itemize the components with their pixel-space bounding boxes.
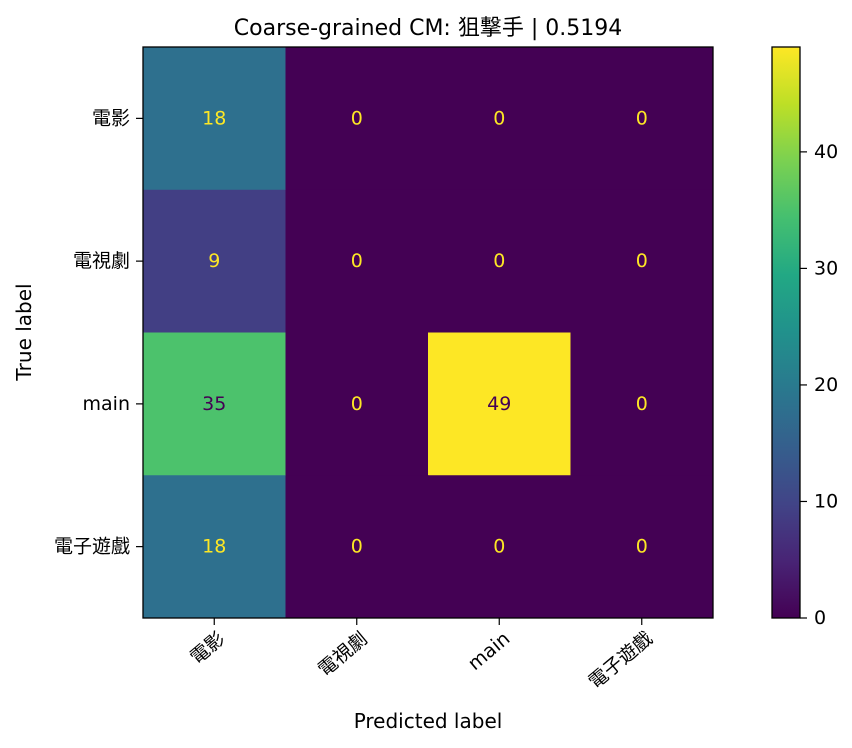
x-tick-label-0: 電影: [186, 628, 229, 669]
heatmap-cell-r1-c0: [143, 189, 286, 333]
heatmap-cell-r0-c2: [428, 47, 571, 191]
cell-value-r2-c1: 0: [351, 393, 363, 415]
cell-value-r1-c1: 0: [351, 250, 363, 272]
heatmap-cell-r3-c0: [143, 475, 286, 619]
cell-value-r3-c2: 0: [493, 536, 505, 558]
heatmap-cell-r1-c2: [428, 189, 571, 333]
x-tick-label-2: main: [464, 628, 515, 675]
heatmap-cell-r0-c3: [570, 47, 714, 191]
heatmap-cell-r0-c1: [285, 47, 429, 191]
cell-value-r0-c2: 0: [493, 107, 505, 129]
colorbar-ticks: 0 10 20 30 40: [800, 141, 838, 629]
cell-value-r2-c3: 0: [636, 393, 648, 415]
colorbar-frame: [771, 46, 801, 619]
cell-value-r0-c0: 18: [202, 107, 226, 129]
heatmap-cells: [143, 47, 714, 619]
colorbar-tick-label-2: 20: [814, 374, 838, 396]
cell-value-r0-c3: 0: [636, 107, 648, 129]
heatmap-cell-r3-c2: [428, 475, 571, 619]
heatmap-cell-r3-c1: [285, 475, 429, 619]
heatmap-cell-r2-c0: [143, 332, 286, 476]
cell-value-r3-c0: 18: [202, 536, 226, 558]
heatmap-cell-r2-c1: [285, 332, 429, 476]
colorbar-tick-label-1: 10: [814, 490, 838, 512]
cell-value-r1-c2: 0: [493, 250, 505, 272]
y-axis-label: True label: [12, 283, 36, 381]
heatmap-cell-labels: 18 0 0 0 9 0 0 0 35 0 49 0 18 0 0 0: [202, 107, 648, 557]
heatmap-cell-r2-c2: [428, 332, 571, 476]
colorbar-tick-label-0: 0: [814, 607, 826, 629]
plot-frame: [142, 46, 714, 619]
cell-value-r3-c1: 0: [351, 536, 363, 558]
x-axis-label: Predicted label: [354, 709, 503, 733]
y-tick-label-1: 電視劇: [73, 250, 130, 272]
y-tick-label-3: 電子遊戲: [54, 536, 130, 558]
cell-value-r2-c2: 49: [487, 393, 511, 415]
heatmap-cell-r1-c3: [570, 189, 714, 333]
colorbar-tick-label-4: 40: [814, 141, 838, 163]
x-tick-label-3: 電子遊戲: [584, 628, 656, 694]
x-axis-ticks: 電影 電視劇 main 電子遊戲: [186, 618, 657, 693]
heatmap-cell-r0-c0: [143, 47, 286, 191]
y-tick-label-0: 電影: [92, 107, 130, 129]
x-tick-label-1: 電視劇: [314, 628, 372, 682]
colorbar-tick-label-3: 30: [814, 257, 838, 279]
cell-value-r1-c0: 9: [208, 250, 220, 272]
y-tick-label-2: main: [83, 393, 130, 415]
cell-value-r3-c3: 0: [636, 536, 648, 558]
cell-value-r1-c3: 0: [636, 250, 648, 272]
cell-value-r0-c1: 0: [351, 107, 363, 129]
colorbar-gradient: [772, 47, 800, 618]
colorbar: 0 10 20 30 40: [771, 46, 838, 629]
heatmap-cell-r3-c3: [570, 475, 714, 619]
heatmap-cell-r2-c3: [570, 332, 714, 476]
cell-value-r2-c0: 35: [202, 393, 226, 415]
chart-title: Coarse-grained CM: 狙撃手 | 0.5194: [234, 16, 622, 41]
heatmap-cell-r1-c1: [285, 189, 429, 333]
